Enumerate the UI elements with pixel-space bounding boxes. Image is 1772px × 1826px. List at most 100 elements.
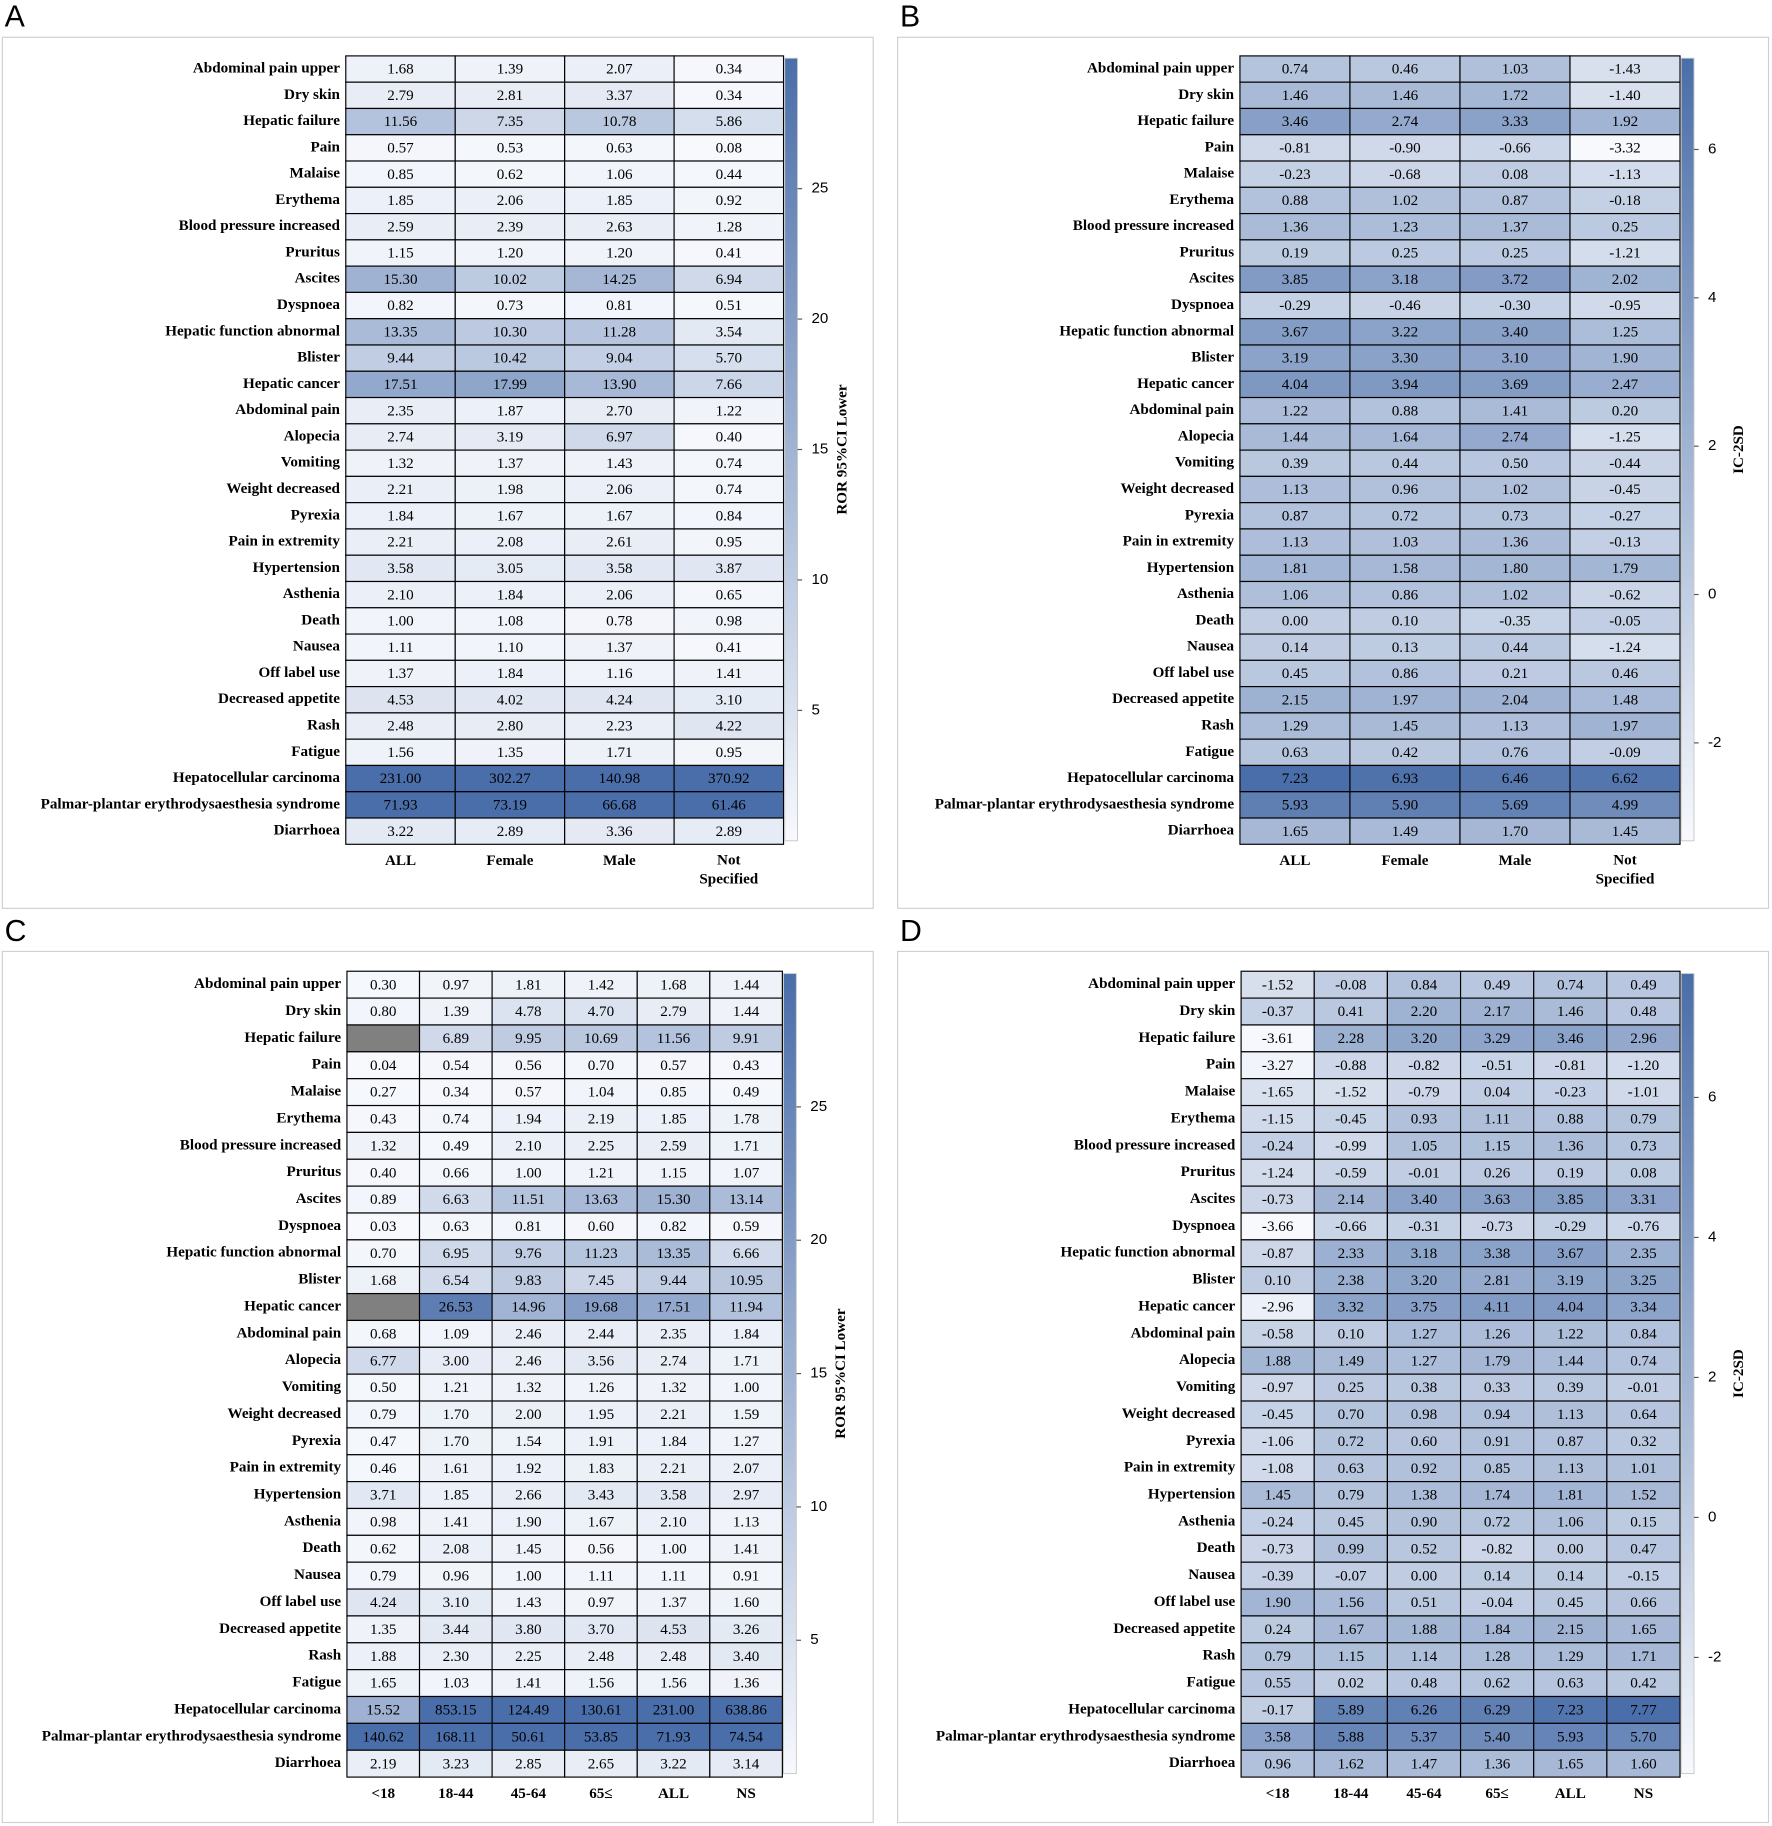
cell-label: 0.21	[1502, 666, 1528, 682]
cell-label: 4.78	[515, 1004, 541, 1020]
cell-label: 0.72	[1484, 1515, 1510, 1531]
cell-label: 0.34	[443, 1085, 470, 1101]
cell-label: 0.46	[1392, 62, 1419, 78]
cell-label: 0.62	[370, 1541, 396, 1557]
heatmap-cell	[709, 1158, 783, 1187]
cell-label: 1.97	[1612, 719, 1639, 735]
cell-label: 1.67	[606, 508, 633, 524]
heatmap-cell	[1459, 1051, 1535, 1080]
cell-label: 3.46	[1557, 1031, 1584, 1047]
cell-label: 2.46	[515, 1353, 542, 1369]
cell-label: -0.73	[1262, 1541, 1294, 1557]
heatmap-cell	[1313, 1373, 1388, 1402]
cell-label: 1.46	[1392, 88, 1419, 104]
row-label: Erythema	[1169, 192, 1234, 208]
heatmap-cell	[564, 1158, 638, 1187]
cell-label: 5.70	[1630, 1729, 1656, 1745]
row-label: Pruritus	[1181, 1164, 1236, 1180]
heatmap-cell	[1240, 1642, 1315, 1671]
heatmap-cell	[564, 686, 675, 714]
heatmap-cell	[346, 1346, 421, 1375]
colorbar-tick-label: 0	[1708, 586, 1716, 603]
cell-label: -0.45	[1335, 1112, 1367, 1128]
cell-label: 2.21	[387, 535, 413, 551]
cell-label: 13.90	[602, 377, 636, 393]
heatmap-cell	[418, 1507, 493, 1536]
cell-label: 1.14	[1411, 1649, 1438, 1665]
heatmap-cell	[418, 1427, 493, 1456]
cell-label: 0.15	[1630, 1515, 1656, 1531]
cell-label: 3.56	[588, 1353, 615, 1369]
heatmap-cell	[1239, 160, 1351, 188]
cell-label: 0.64	[1630, 1407, 1657, 1423]
cell-label: 2.96	[1630, 1031, 1657, 1047]
heatmap-cell	[491, 1669, 566, 1698]
cell-label: 5.89	[1338, 1703, 1364, 1719]
cell-label: 0.96	[1264, 1756, 1291, 1772]
cell-label: 0.45	[1338, 1515, 1364, 1531]
heatmap-cell	[1386, 1346, 1462, 1375]
cell-label: 3.29	[1484, 1031, 1510, 1047]
cell-label: 5.93	[1282, 798, 1308, 814]
cell-label: 1.32	[515, 1380, 541, 1396]
heatmap-cell	[1240, 1507, 1315, 1536]
cell-label: 0.34	[716, 62, 743, 78]
cell-label: 1.43	[606, 456, 632, 472]
heatmap-cell	[1606, 1024, 1681, 1053]
colorbar-tick-label: 2	[1708, 1368, 1716, 1385]
heatmap-cell	[1459, 528, 1571, 556]
heatmap-cell	[564, 1292, 638, 1322]
heatmap-cell	[1349, 160, 1461, 188]
cell-label: 14.96	[511, 1300, 545, 1316]
row-label: Hepatic failure	[244, 1030, 341, 1046]
cell-label: 3.32	[1338, 1300, 1364, 1316]
cell-label: 2.35	[660, 1326, 686, 1342]
cell-label: 2.19	[588, 1112, 614, 1128]
cell-label: 1.67	[588, 1515, 615, 1531]
heatmap-cell	[1313, 1051, 1388, 1080]
heatmap-cell	[1349, 212, 1461, 241]
cell-label: 0.46	[1612, 666, 1639, 682]
cell-label: 1.16	[606, 666, 633, 682]
row-label: Weight decreased	[1121, 481, 1235, 497]
heatmap-cell	[1386, 1507, 1462, 1536]
panel-letter: A	[5, 1, 26, 34]
heatmap-cell	[673, 370, 785, 399]
heatmap-cell	[418, 1642, 493, 1671]
cell-label: 0.14	[1282, 640, 1309, 656]
heatmap-cell	[1569, 212, 1681, 241]
heatmap-cell	[1239, 659, 1351, 688]
heatmap-cell	[418, 1561, 493, 1590]
cell-label: 1.22	[1282, 403, 1308, 419]
row-label: Abdominal pain upper	[1088, 976, 1235, 992]
cell-label: 0.62	[1484, 1676, 1510, 1692]
cell-label: 0.74	[1557, 977, 1584, 993]
panel-frame	[897, 950, 1770, 1824]
heatmap-cell	[709, 1695, 783, 1724]
heatmap-cell	[673, 186, 785, 215]
heatmap-cell	[1239, 239, 1351, 267]
heatmap-cell	[1569, 318, 1681, 346]
cell-label: 1.81	[1557, 1488, 1583, 1504]
heatmap-cell	[491, 1588, 566, 1617]
row-label: Fatigue	[1185, 744, 1234, 760]
cell-label: 1.02	[1502, 482, 1528, 498]
row-label: Nausea	[1188, 1567, 1235, 1583]
cell-label: 2.21	[387, 482, 413, 498]
heatmap-cell	[1349, 55, 1461, 83]
cell-label: 2.48	[660, 1649, 686, 1665]
cell-label: 4.04	[1282, 377, 1309, 393]
cell-label: 2.14	[1338, 1192, 1365, 1208]
cell-label: 2.89	[497, 824, 523, 840]
heatmap-cell	[454, 212, 566, 241]
cell-label: 0.24	[1264, 1622, 1291, 1638]
heatmap-cell	[1313, 1346, 1388, 1375]
cell-label: 6.97	[606, 430, 633, 446]
cell-label: 0.56	[588, 1541, 615, 1557]
cell-label: 1.11	[588, 1568, 614, 1584]
cell-label: 17.51	[383, 377, 417, 393]
colorbar-tick-label: 10	[811, 571, 828, 588]
cell-label: 10.95	[729, 1273, 763, 1289]
row-label: Weight decreased	[226, 481, 340, 497]
cell-label: 9.44	[660, 1273, 687, 1289]
